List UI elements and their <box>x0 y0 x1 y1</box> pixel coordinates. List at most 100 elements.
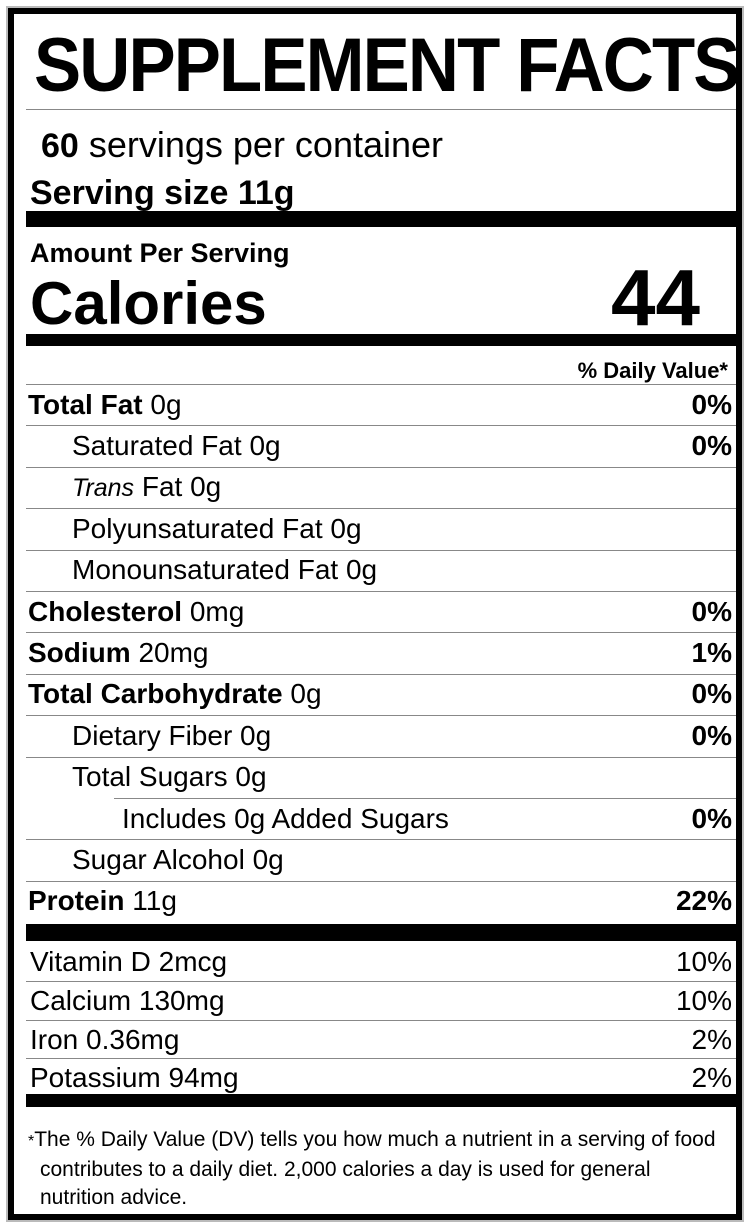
nutrient-row: Total Fat 0g 0% <box>26 384 736 425</box>
calories-value: 44 <box>611 253 700 342</box>
nutrient-row: Includes 0g Added Sugars 0% <box>26 798 736 839</box>
daily-value-percent: 10% <box>675 946 732 977</box>
nutrient-amount: 11g <box>132 885 177 917</box>
row-divider <box>26 880 736 882</box>
row-divider <box>26 591 736 592</box>
vitamin-name: Potassium 94mg <box>30 1061 239 1093</box>
nutrient-name: Sodium 20mg <box>26 637 692 669</box>
vitamin-row: Vitamin D 2mcg 10% <box>26 943 736 981</box>
row-divider <box>114 798 736 799</box>
nutrient-amount: 0g <box>190 471 222 503</box>
nutrient-amount: 0g <box>240 719 272 751</box>
row-divider <box>26 549 736 551</box>
nutrient-row: Protein 11g 22% <box>26 880 736 922</box>
nutrient-label: Includes 0g Added Sugars <box>122 802 449 834</box>
daily-value-percent: 0% <box>691 388 732 420</box>
nutrient-name: Sugar Alcohol 0g <box>26 844 732 876</box>
nutrient-name: Dietary Fiber 0g <box>26 720 692 752</box>
nutrient-row: Polyunsaturated Fat 0g <box>26 508 736 549</box>
footnote-star: * <box>28 1133 35 1150</box>
vitamin-row: Calcium 130mg 10% <box>26 981 736 1020</box>
nutrient-name: Total Carbohydrate 0g <box>26 678 692 710</box>
daily-value-percent: 0% <box>691 719 732 751</box>
nutrient-name: Polyunsaturated Fat 0g <box>26 513 732 545</box>
vitamin-name: Vitamin D 2mcg <box>30 946 228 977</box>
servings-count: 60 <box>41 127 79 165</box>
calories-label: Calories <box>30 270 267 337</box>
thick-divider <box>26 211 736 227</box>
nutrient-row: Monounsaturated Fat 0g <box>26 549 736 591</box>
nutrient-name: Trans Fat 0g <box>26 471 732 503</box>
nutrient-amount: 0mg <box>189 595 245 627</box>
nutrient-row: Cholesterol 0mg 0% <box>26 591 736 632</box>
row-divider <box>26 425 736 427</box>
row-divider <box>26 384 736 385</box>
daily-value-percent: 10% <box>675 985 732 1017</box>
nutrient-name: Total Fat 0g <box>26 389 692 421</box>
nutrient-name: Protein 11g <box>26 885 676 917</box>
nutrient-name: Cholesterol 0mg <box>26 596 692 628</box>
serving-size: Serving size 11g <box>30 174 295 212</box>
nutrient-amount: 20mg <box>138 636 209 668</box>
nutrient-amount: 0g <box>330 512 362 544</box>
nutrient-amount: 0g <box>235 761 267 793</box>
daily-value-percent: 2% <box>691 1061 732 1093</box>
row-divider <box>26 715 736 717</box>
nutrient-label: Total Sugars <box>72 761 228 793</box>
nutrient-label-suffix: Fat <box>141 471 183 503</box>
nutrient-label: Trans <box>72 474 135 503</box>
row-divider <box>26 673 736 675</box>
footnote-text: The % Daily Value (DV) tells you how muc… <box>34 1128 716 1209</box>
row-divider <box>26 839 736 841</box>
nutrient-amount: 0g <box>345 554 378 586</box>
daily-value-percent: 0% <box>691 429 732 461</box>
nutrient-name: Includes 0g Added Sugars <box>26 803 692 835</box>
amount-per-serving: Amount Per Serving <box>30 238 290 268</box>
daily-value-percent: 0% <box>691 802 732 834</box>
nutrient-row: Total Sugars 0g <box>26 756 736 798</box>
daily-value-header: % Daily Value* <box>577 358 728 383</box>
daily-value-percent: 0% <box>691 678 732 710</box>
nutrient-row: Sodium 20mg 1% <box>26 632 736 673</box>
thick-divider <box>26 334 736 346</box>
nutrient-amount: 0g <box>252 843 284 875</box>
row-divider <box>26 632 736 634</box>
nutrient-label: Sodium <box>28 636 131 668</box>
footnote: *The % Daily Value (DV) tells you how mu… <box>26 1126 716 1212</box>
nutrient-amount: 0g <box>150 388 182 420</box>
nutrient-name: Saturated Fat 0g <box>26 430 692 462</box>
supplement-facts-label: SUPPLEMENT FACTS 60 servings per contain… <box>8 8 742 1220</box>
daily-value-percent: 22% <box>675 885 732 917</box>
servings-per-container: 60 servings per container <box>41 124 443 166</box>
nutrient-row: Saturated Fat 0g 0% <box>26 425 736 466</box>
row-divider <box>26 508 736 510</box>
vitamin-row: Potassium 94mg 2% <box>26 1057 736 1097</box>
nutrient-amount: 0g <box>249 429 281 461</box>
thick-divider <box>26 924 736 941</box>
label-title: SUPPLEMENT FACTS <box>34 23 740 108</box>
nutrient-amount: 0g <box>290 678 322 710</box>
nutrient-row: Sugar Alcohol 0g <box>26 839 736 880</box>
nutrient-label: Cholesterol <box>28 595 183 627</box>
vitamin-name: Calcium 130mg <box>30 985 225 1017</box>
nutrient-label: Monounsaturated Fat <box>72 554 339 586</box>
thick-divider <box>26 1094 736 1107</box>
nutrient-row: Trans Fat 0g <box>26 466 736 508</box>
nutrient-label: Dietary Fiber <box>72 719 233 751</box>
vitamin-row: Iron 0.36mg 2% <box>26 1019 736 1059</box>
nutrient-label: Saturated Fat <box>72 429 242 461</box>
servings-text: servings per container <box>88 124 444 165</box>
nutrient-label: Total Carbohydrate <box>28 678 283 710</box>
nutrient-label: Protein <box>28 885 125 917</box>
vitamin-name: Iron 0.36mg <box>30 1023 180 1055</box>
nutrient-row: Total Carbohydrate 0g 0% <box>26 673 736 715</box>
nutrient-label: Total Fat <box>28 388 143 420</box>
daily-value-percent: 2% <box>691 1023 732 1055</box>
row-divider <box>26 466 736 468</box>
row-divider <box>26 756 736 758</box>
nutrient-row: Dietary Fiber 0g 0% <box>26 715 736 756</box>
nutrient-name: Total Sugars 0g <box>26 761 732 793</box>
nutrient-label: Sugar Alcohol <box>72 843 245 875</box>
daily-value-percent: 1% <box>691 636 732 668</box>
nutrient-label: Polyunsaturated Fat <box>72 512 323 544</box>
